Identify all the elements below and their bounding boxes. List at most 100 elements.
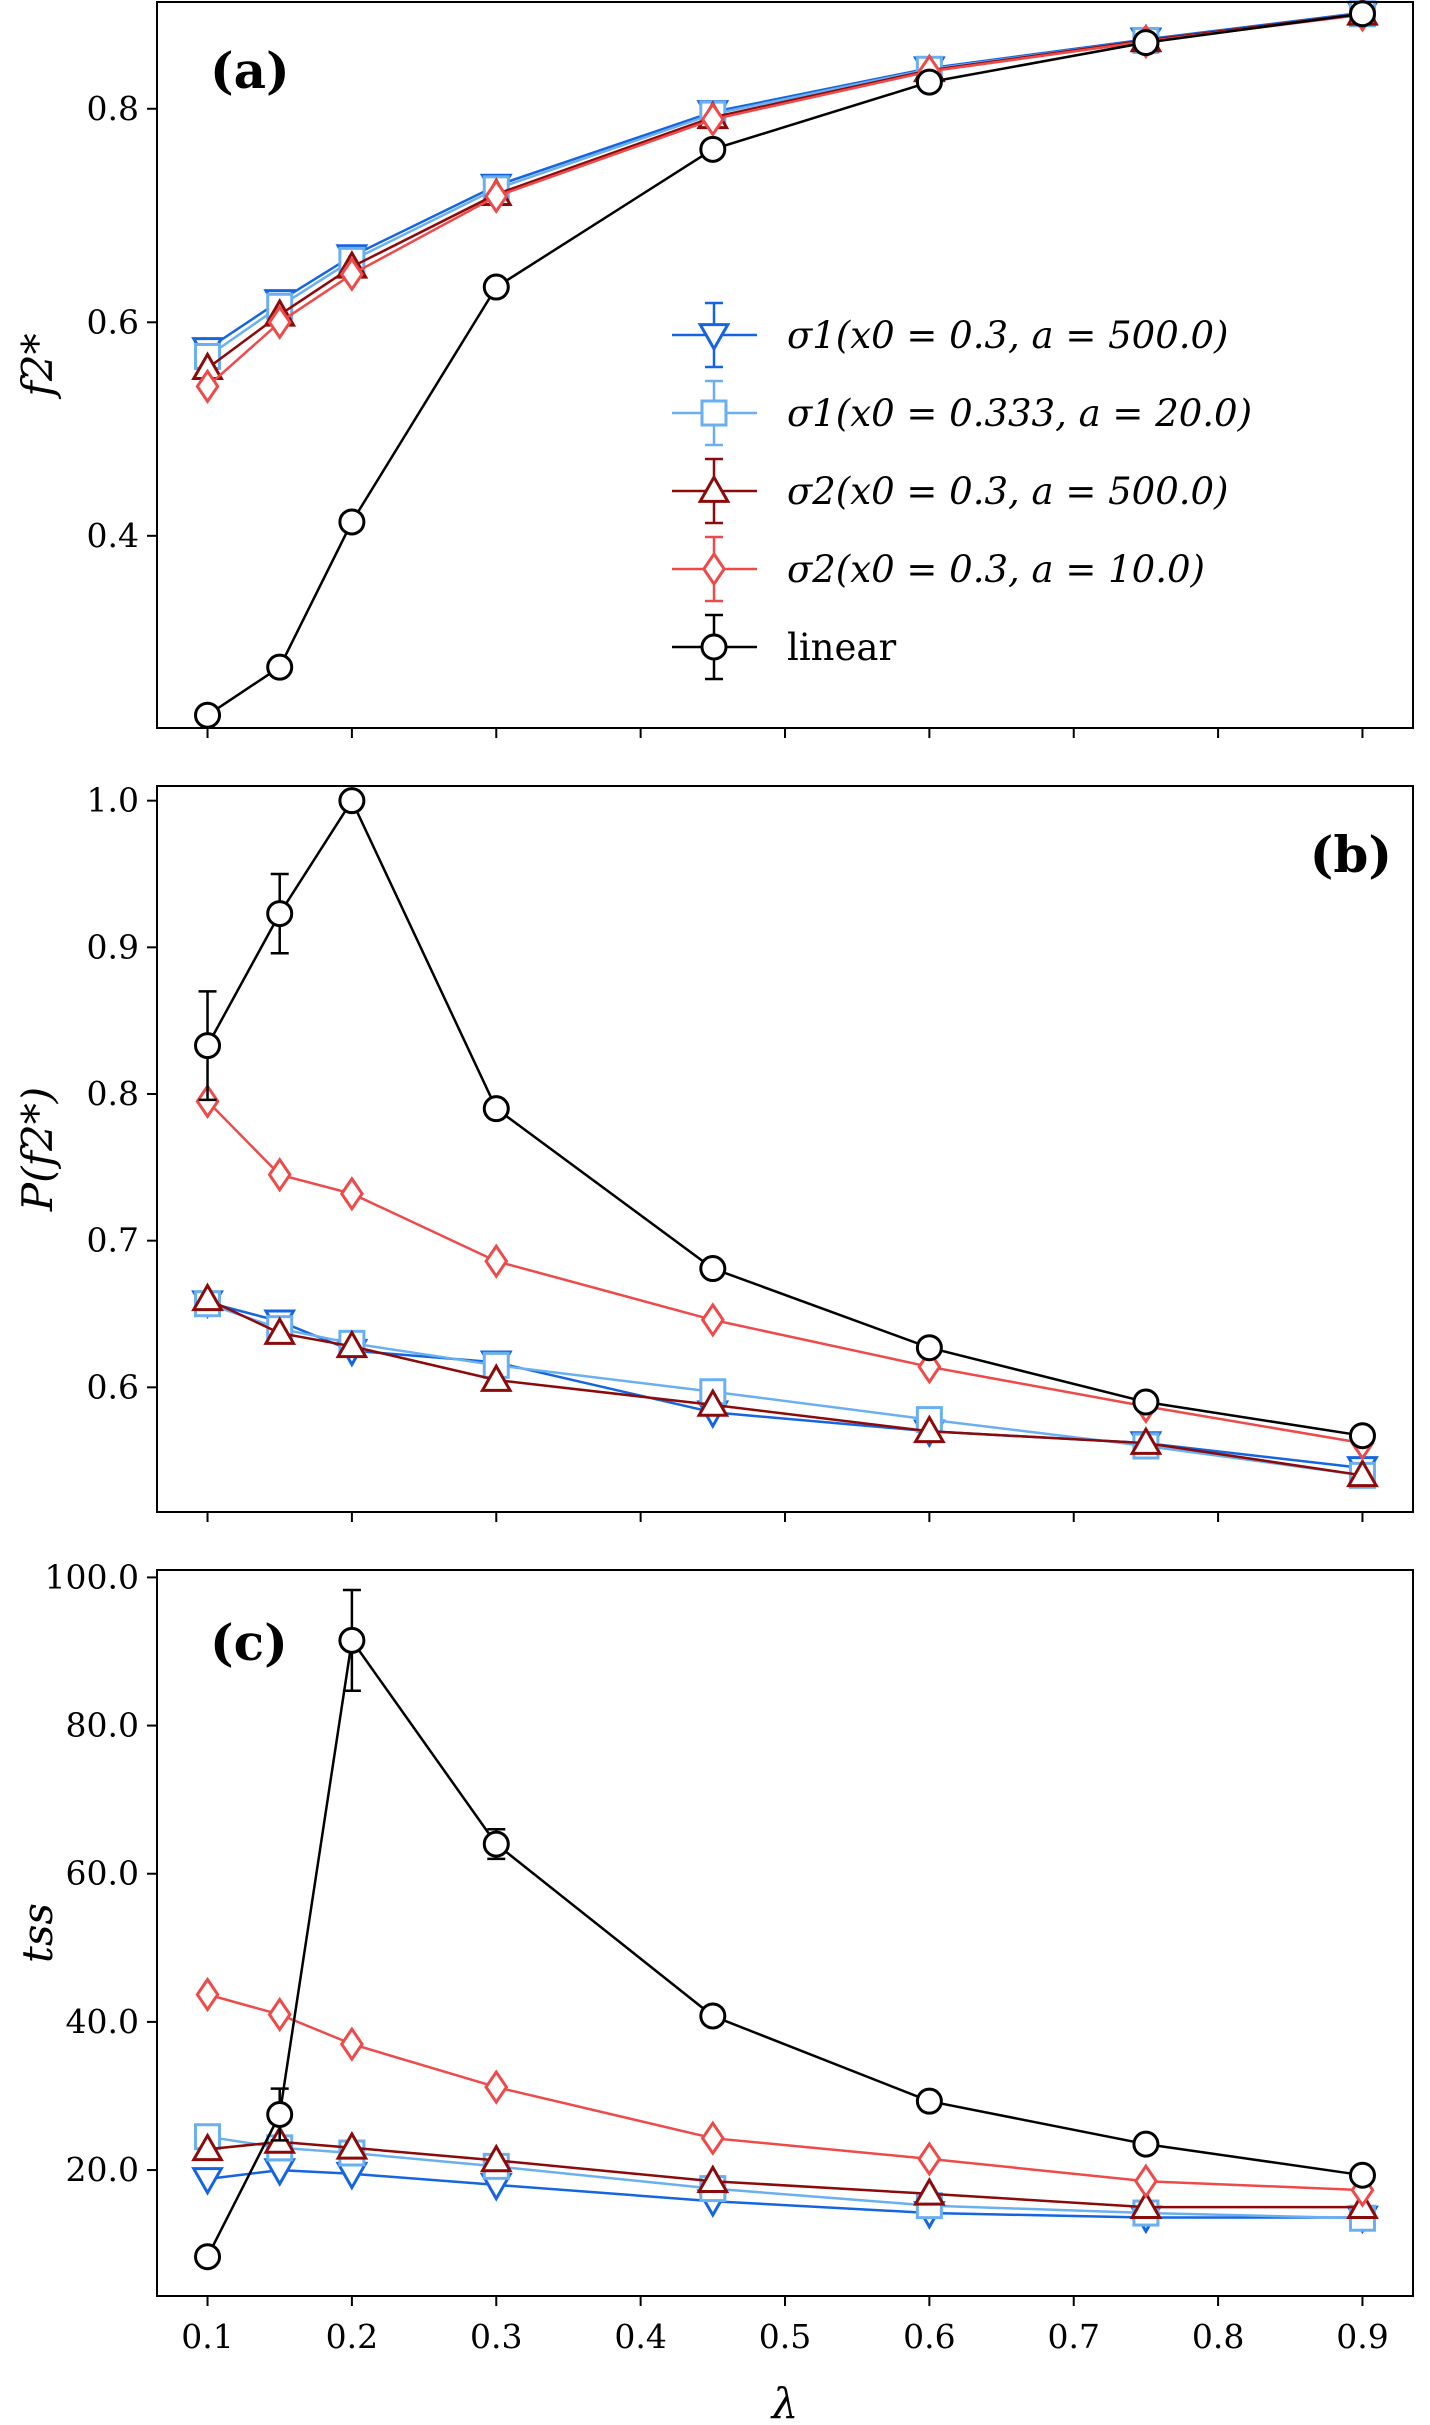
series-linear [194, 0, 1376, 729]
data-point [338, 508, 366, 536]
data-point [484, 2069, 509, 2105]
series-line [206, 12, 1363, 358]
y-axis-title: tss [13, 1903, 62, 1963]
x-tick-label: 0.7 [1047, 2317, 1099, 2356]
x-tick-label: 0.3 [470, 2317, 522, 2356]
legend-entry: linear [672, 613, 896, 681]
x-tick-label: 0.9 [1336, 2317, 1388, 2356]
data-point [915, 2087, 943, 2115]
data-point [339, 256, 364, 292]
legend-label: σ2(x0 = 0.3, a = 500.0) [787, 470, 1228, 513]
data-point [194, 1032, 222, 1060]
data-point [700, 1302, 725, 1338]
x-tick-label: 0.1 [181, 2317, 233, 2356]
series-line [207, 2140, 1363, 2209]
data-point [339, 1176, 364, 1212]
data-point [267, 1156, 292, 1193]
series-sigma-0 [191, 0, 1379, 366]
data-point [700, 101, 725, 138]
square-icon [700, 399, 728, 427]
x-tick-label: 0.6 [903, 2317, 955, 2356]
series-sigma-1 [194, 2123, 1376, 2232]
y-tick-label: 100.0 [45, 1557, 139, 1596]
series-sigma-3 [195, 0, 1375, 405]
panel-a: 0.4 0.6 0.8 (a) f2* [13, 0, 1414, 738]
y-tick-label: 0.4 [87, 516, 139, 555]
data-point [479, 1363, 513, 1392]
data-point [479, 2143, 513, 2173]
panel-c: 20.0 40.0 60.0 80.0 100.0 0.1 0.2 0.3 0.4 0.5 0.6 0… [13, 1557, 1414, 2356]
y-tick-label: 60.0 [66, 1854, 139, 1893]
data-point [912, 1414, 946, 1444]
plot-frame [156, 1, 1414, 729]
data-point [1346, 1458, 1379, 1488]
data-point [1132, 2130, 1160, 2158]
y-tick-label: 1.0 [87, 781, 139, 820]
series-line [206, 12, 1363, 717]
y-tick-label: 40.0 [66, 2002, 139, 2041]
data-point [191, 1282, 224, 1312]
series-sigma-1 [194, 1290, 1376, 1489]
series-line [206, 13, 1363, 388]
data-point [699, 1255, 727, 1283]
data-point [266, 900, 294, 928]
data-point [484, 178, 509, 214]
data-point [1129, 2190, 1163, 2219]
data-point [912, 2176, 946, 2206]
data-point [335, 2131, 369, 2160]
legend-entry: σ1(x0 = 0.3, a = 500.0) [672, 301, 1228, 369]
panel-tag: (a) [210, 41, 290, 100]
plot-frame [156, 785, 1414, 1513]
legend-label: σ1(x0 = 0.333, a = 20.0) [787, 392, 1252, 435]
series-sigma-3 [195, 1083, 1375, 1461]
legend-entry: σ1(x0 = 0.333, a = 20.0) [672, 379, 1252, 447]
series-line [206, 11, 1363, 351]
data-point [700, 2120, 725, 2156]
data-point [917, 2141, 942, 2177]
series-linear [194, 787, 1376, 1450]
data-point [1348, 0, 1376, 28]
x-tick-label: 0.8 [1192, 2317, 1244, 2356]
data-point [696, 1388, 730, 1417]
data-point [482, 273, 510, 301]
data-point [915, 1334, 943, 1362]
data-point [266, 2101, 294, 2128]
x-tick-label: 0.5 [759, 2317, 811, 2356]
y-tick-label: 0.8 [87, 1074, 139, 1113]
data-point [482, 1095, 510, 1123]
legend-entry: σ2(x0 = 0.3, a = 10.0) [672, 535, 1205, 603]
data-point [266, 653, 294, 681]
data-point [482, 1830, 510, 1858]
series-line [207, 1301, 1363, 1470]
y-tick-label: 80.0 [66, 1706, 139, 1745]
y-tick-label: 0.7 [87, 1221, 139, 1260]
data-point [339, 2026, 364, 2062]
panel-b: 0.6 0.7 0.8 0.9 1.0 (b) P(f2*) [13, 781, 1414, 1522]
data-point [195, 1976, 220, 2013]
y-tick-label: 0.6 [87, 302, 139, 341]
legend-entry: σ2(x0 = 0.3, a = 500.0) [672, 457, 1228, 525]
data-point [338, 787, 366, 815]
data-point [696, 2164, 730, 2194]
triangle-up-icon [697, 474, 731, 503]
data-point [194, 701, 222, 729]
data-point [191, 2132, 224, 2162]
data-point [699, 2002, 727, 2030]
legend: σ1(x0 = 0.3, a = 500.0) σ1(x0 = 0.333, a … [672, 301, 1252, 681]
data-point [267, 304, 292, 340]
y-tick-label: 0.6 [87, 1367, 139, 1406]
series-sigma-3 [195, 1976, 1375, 2208]
x-axis-title: λ [770, 2379, 799, 2425]
data-point [699, 135, 727, 163]
y-axis-title: f2* [13, 333, 62, 399]
legend-label: linear [787, 626, 896, 669]
y-axis-title: P(f2*) [13, 1087, 62, 1212]
plot-frame [156, 1569, 1414, 2297]
data-point [1132, 1388, 1160, 1416]
data-point [1129, 1426, 1163, 1455]
data-point [263, 1316, 297, 1345]
data-point [1348, 1422, 1376, 1450]
data-point [195, 368, 220, 405]
series-line [207, 2168, 1363, 2219]
